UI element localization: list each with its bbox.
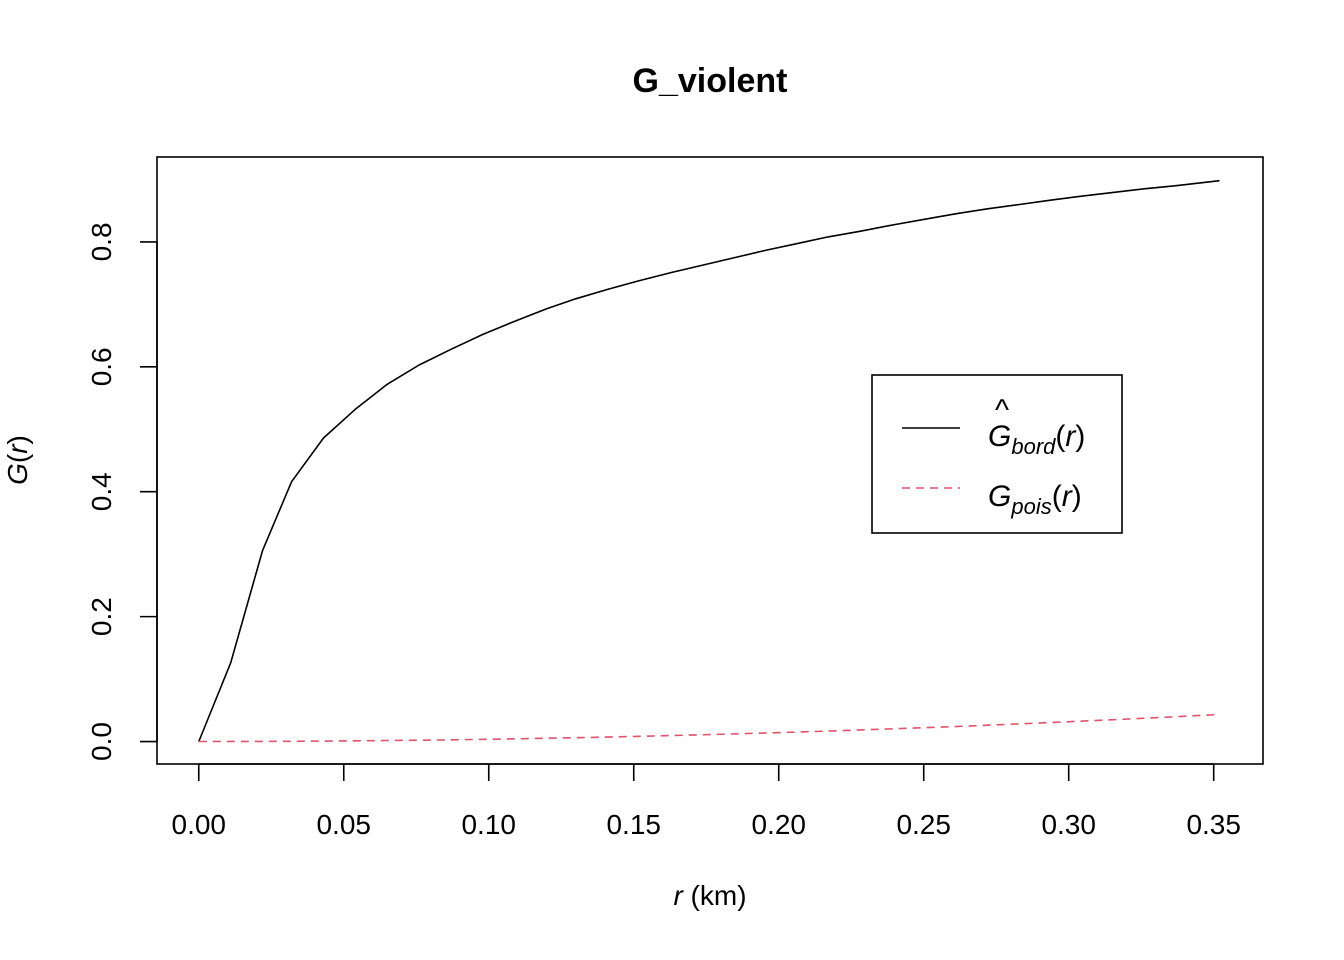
x-tick-label: 0.15 (606, 809, 661, 840)
legend-box (871, 374, 1123, 534)
legend-label-1: Gpois(r) (988, 480, 1082, 519)
y-axis: 0.0 0.2 0.4 0.6 0.8 (86, 222, 158, 761)
legend-label-paren-open: ( (1055, 420, 1065, 453)
series-line-1 (198, 713, 1220, 743)
y-axis-label-func: G (2, 463, 33, 485)
y-tick-label: 0.4 (86, 472, 117, 511)
legend-label-arg: r (1062, 480, 1073, 513)
x-tick-label: 0.25 (896, 809, 951, 840)
y-tick-label: 0.6 (86, 347, 117, 386)
legend-label-0: Gbord(r) (988, 420, 1085, 459)
x-axis-label-var: r (673, 880, 684, 911)
y-tick-label: 0.0 (86, 722, 117, 761)
x-tick-label: 0.05 (316, 809, 371, 840)
legend: Gbord(r)^Gpois(r) (871, 374, 1123, 534)
legend-label-arg: r (1065, 420, 1076, 453)
x-axis-label: r (km) (673, 880, 746, 911)
legend-label-base: G (988, 420, 1011, 453)
y-axis-label: G(r) (2, 435, 33, 485)
y-axis-label-open-paren: ( (2, 453, 33, 463)
y-tick-label: 0.2 (86, 597, 117, 636)
legend-label-sub: pois (1010, 494, 1051, 519)
legend-label-paren-close: ) (1075, 420, 1085, 453)
x-tick-label: 0.30 (1041, 809, 1096, 840)
legend-label-paren-open: ( (1052, 480, 1062, 513)
y-axis-label-arg: r (2, 443, 33, 454)
legend-hat-0: ^ (995, 394, 1009, 427)
legend-label-base: G (988, 480, 1011, 513)
series-layer (198, 179, 1220, 743)
x-tick-label: 0.35 (1186, 809, 1241, 840)
x-axis: 0.00 0.05 0.10 0.15 0.20 0.25 0.30 0.35 (172, 763, 1241, 840)
x-tick-label: 0.10 (461, 809, 516, 840)
y-tick-label: 0.8 (86, 222, 117, 261)
series-line-0 (198, 179, 1220, 742)
legend-label-sub: bord (1011, 434, 1056, 459)
x-axis-label-unit: (km) (683, 880, 747, 911)
y-axis-label-close-paren: ) (2, 435, 33, 444)
legend-label-paren-close: ) (1072, 480, 1082, 513)
x-tick-label: 0.00 (172, 809, 227, 840)
chart-title: G_violent (633, 62, 788, 100)
x-tick-label: 0.20 (751, 809, 806, 840)
